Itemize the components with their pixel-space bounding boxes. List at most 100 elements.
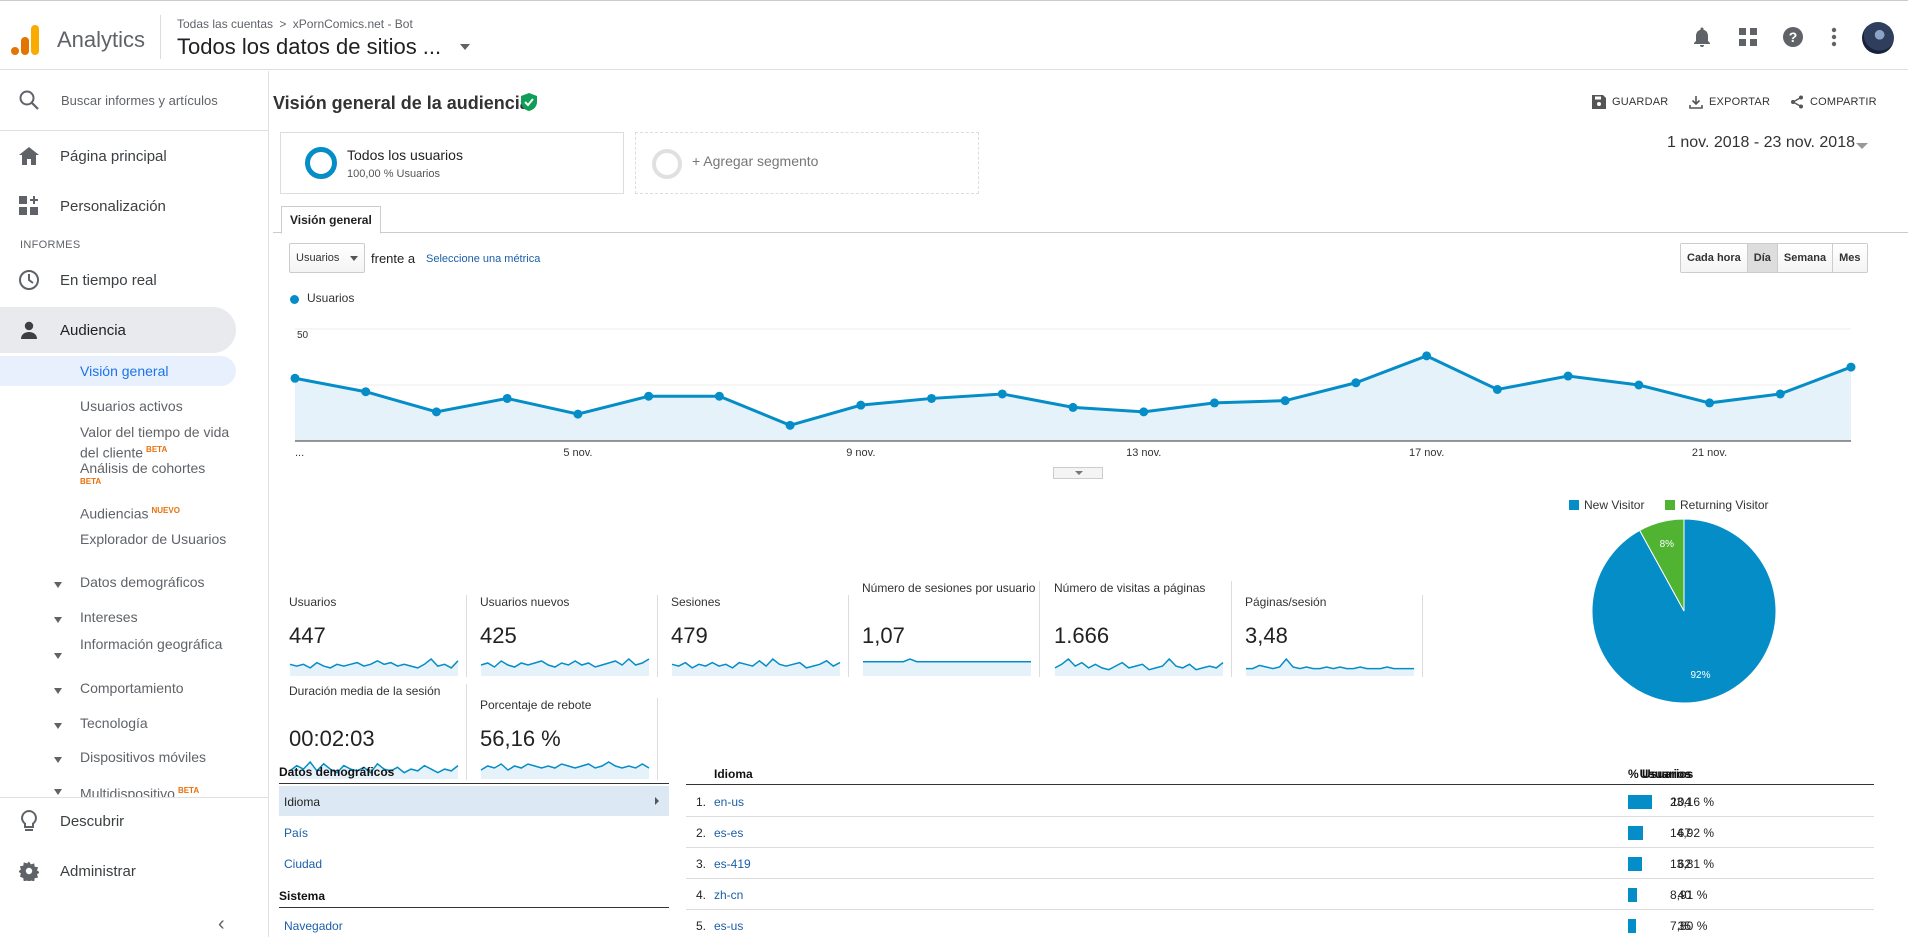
sidebar-item-active-users[interactable]: Usuarios activos — [80, 398, 183, 414]
granularity-month-button[interactable]: Mes — [1833, 244, 1867, 272]
date-range-picker[interactable]: 1 nov. 2018 - 23 nov. 2018 — [1667, 134, 1855, 151]
metric-card[interactable]: Usuarios 447 — [289, 595, 479, 690]
metric-card[interactable]: Duración media de la sesión 00:02:03 — [289, 684, 479, 780]
breadcrumb-root[interactable]: Todas las cuentas — [177, 17, 274, 31]
metric-value: 3,48 — [1245, 623, 1288, 648]
metric-card[interactable]: Páginas/sesión 3,48 — [1245, 595, 1435, 690]
breadcrumb-account[interactable]: xPornComics.net - Bot — [292, 17, 413, 31]
percent-bar — [1628, 857, 1643, 871]
audiences-label: Audiencias — [80, 505, 149, 522]
save-button[interactable]: GUARDAR — [1592, 95, 1668, 109]
percent-bar — [1628, 888, 1638, 902]
sidebar-item-mobile[interactable]: Dispositivos móviles — [80, 749, 207, 765]
x-tick-label: ... — [295, 447, 304, 459]
metric-card[interactable]: Número de visitas a páginas 1.666 — [1054, 581, 1244, 677]
add-segment-button[interactable]: + Agregar segmento — [635, 132, 979, 194]
segment-all-users[interactable]: Todos los usuarios 100,00 % Usuarios — [280, 132, 624, 194]
user-avatar[interactable] — [1862, 22, 1894, 54]
language-link[interactable]: zh-cn — [714, 888, 744, 902]
table-row[interactable]: 3. es-419 62 13,81 % — [686, 848, 1874, 879]
select-metric-link[interactable]: Seleccione una métrica — [426, 253, 541, 265]
table-row[interactable]: 5. es-us 35 7,80 % — [686, 910, 1874, 937]
nav-audience[interactable]: Audiencia — [0, 307, 236, 353]
collapse-sidebar-icon[interactable]: ‹ — [218, 913, 225, 935]
sparkline-area — [1246, 659, 1414, 676]
demographics-item-city[interactable]: Ciudad — [284, 857, 323, 871]
metric-card[interactable]: Porcentaje de rebote 56,16 % — [480, 698, 670, 793]
sidebar-item-behavior[interactable]: Comportamiento — [80, 680, 184, 696]
sidebar-item-audiences[interactable]: Audiencias NUEVO — [80, 502, 240, 523]
metric-name: Sesiones — [671, 595, 721, 609]
nav-customization[interactable]: Personalización — [0, 183, 236, 229]
chart-resize-handle[interactable] — [1053, 467, 1103, 479]
table-row[interactable]: 1. en-us 104 23,16 % — [686, 786, 1874, 817]
nav-admin[interactable]: Administrar — [0, 848, 236, 894]
search-box[interactable]: Buscar informes y artículos — [0, 71, 268, 131]
chevron-down-icon[interactable] — [460, 44, 470, 50]
language-link[interactable]: es-es — [714, 826, 744, 840]
chevron-down-icon[interactable] — [1856, 143, 1868, 149]
data-point — [997, 389, 1007, 399]
nav-home[interactable]: Página principal — [0, 133, 236, 179]
expand-arrow-icon[interactable] — [54, 688, 62, 694]
more-vert-icon[interactable] — [1822, 25, 1846, 49]
granularity-hourly-button[interactable]: Cada hora — [1681, 244, 1748, 272]
expand-arrow-icon[interactable] — [54, 789, 62, 795]
metric-card[interactable]: Usuarios nuevos 425 — [480, 595, 670, 690]
breadcrumb[interactable]: Todas las cuentas > xPornComics.net - Bo… — [177, 17, 413, 31]
metric-card[interactable]: Número de sesiones por usuario 1,07 — [862, 581, 1052, 677]
sidebar-item-geo[interactable]: Información geográfica — [80, 636, 223, 652]
sidebar-item-lifetime-value[interactable]: Valor del tiempo de vida del cliente BETA — [80, 424, 240, 462]
tab-overview[interactable]: Visión general — [281, 206, 381, 234]
granularity-day-button[interactable]: Día — [1747, 244, 1778, 272]
expand-arrow-icon[interactable] — [54, 757, 62, 763]
column-header-pct-users[interactable]: % Usuarios — [1628, 767, 1694, 781]
visitor-type-pie-chart[interactable]: 92% 8% — [1584, 511, 1784, 711]
pie-legend-returning: Returning Visitor — [1665, 498, 1769, 512]
data-point — [1068, 402, 1078, 412]
share-button[interactable]: COMPARTIR — [1790, 95, 1877, 109]
language-link[interactable]: es-419 — [714, 857, 751, 871]
demographics-item-country[interactable]: País — [284, 826, 309, 840]
beta-badge: BETA — [146, 445, 168, 454]
sidebar-item-overview[interactable]: Visión general — [80, 363, 169, 379]
sidebar-item-technology[interactable]: Tecnología — [80, 715, 148, 731]
metric-dropdown[interactable]: Usuarios — [289, 243, 365, 273]
table-row[interactable]: 4. zh-cn 40 8,91 % — [686, 879, 1874, 910]
sidebar-item-demographics[interactable]: Datos demográficos — [80, 574, 205, 590]
demographics-item-language[interactable]: Idioma — [279, 786, 669, 816]
apps-grid-icon[interactable] — [1736, 25, 1760, 49]
sidebar-item-interests[interactable]: Intereses — [80, 609, 138, 625]
expand-arrow-icon[interactable] — [54, 723, 62, 729]
expand-arrow-icon[interactable] — [54, 617, 62, 623]
metric-name: Usuarios nuevos — [480, 595, 570, 609]
metric-sparkline — [289, 657, 459, 676]
users-line-chart[interactable]: 5025...5 nov.9 nov.13 nov.17 nov.21 nov. — [269, 309, 1869, 467]
sidebar-item-cohort[interactable]: Análisis de cohortes BETA — [80, 460, 240, 486]
granularity-week-button[interactable]: Semana — [1777, 244, 1834, 272]
column-header-users[interactable]: Usuarios — [1639, 767, 1691, 781]
expand-arrow-icon[interactable] — [54, 582, 62, 588]
sidebar-item-cross-device[interactable]: Multidispositivo BETA — [80, 782, 240, 797]
nav-realtime[interactable]: En tiempo real — [0, 257, 236, 303]
metric-name: Páginas/sesión — [1245, 595, 1327, 609]
language-link[interactable]: en-us — [714, 795, 745, 809]
language-link[interactable]: es-us — [714, 919, 744, 933]
save-label: GUARDAR — [1612, 96, 1669, 108]
expand-arrow-icon[interactable] — [54, 653, 62, 659]
nav-discover[interactable]: Descubrir — [0, 798, 236, 844]
metric-card[interactable]: Sesiones 479 — [671, 595, 861, 690]
users-percent: 13,81 % — [1670, 857, 1715, 871]
column-header-language[interactable]: Idioma — [714, 767, 753, 781]
export-button[interactable]: EXPORTAR — [1689, 95, 1770, 109]
bell-icon[interactable] — [1690, 25, 1714, 49]
search-input[interactable]: Buscar informes y artículos — [61, 93, 218, 108]
table-row[interactable]: 2. es-es 67 14,92 % — [686, 817, 1874, 848]
analytics-logo[interactable] — [11, 23, 39, 55]
help-icon[interactable]: ? — [1781, 25, 1805, 49]
system-item-browser[interactable]: Navegador — [284, 919, 343, 933]
selected-item-highlight — [0, 356, 236, 386]
users-percent: 23,16 % — [1670, 795, 1715, 809]
sidebar-item-user-explorer[interactable]: Explorador de Usuarios — [80, 531, 227, 547]
view-selector[interactable]: Todos los datos de sitios ... — [177, 34, 442, 59]
